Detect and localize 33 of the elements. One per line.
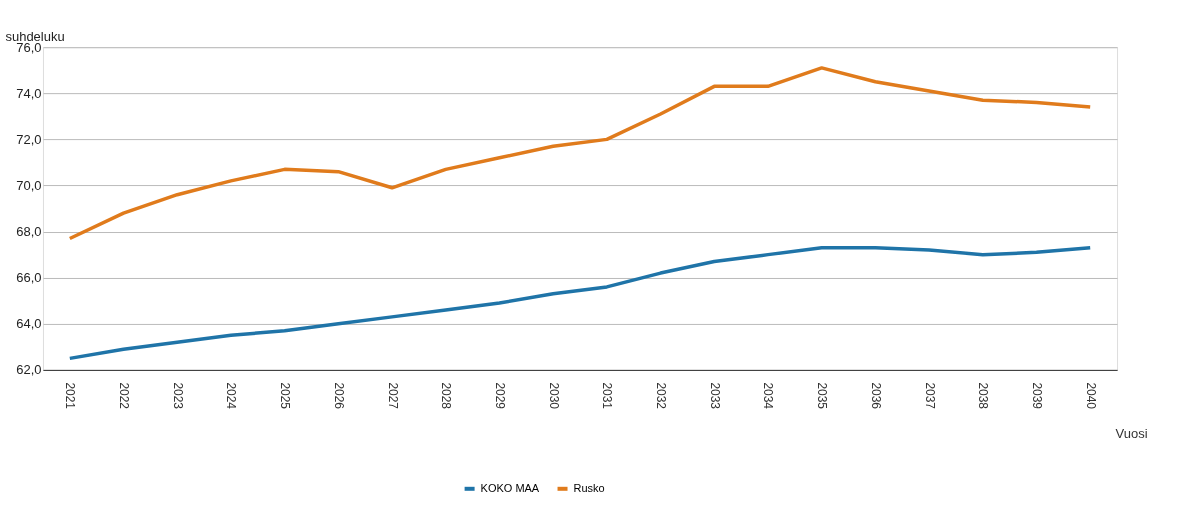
x-tick-label: 2026 (331, 382, 346, 410)
y-tick-label: 74,0 (16, 85, 42, 101)
x-tick-label: 2039 (1030, 382, 1044, 410)
legend-label: KOKO MAA (480, 481, 540, 494)
x-axis-title: Vuosi (1115, 426, 1148, 442)
x-tick-label: 2024 (224, 382, 239, 410)
y-axis-title: suhdeluku (5, 28, 65, 44)
line-series (68, 66, 1092, 241)
x-tick-label: 2040 (1083, 382, 1098, 410)
x-tick-label: 2030 (546, 382, 561, 410)
x-tick-label: 2022 (117, 382, 132, 410)
x-tick-label: 2031 (600, 382, 615, 410)
x-tick-label: 2034 (761, 382, 776, 410)
x-tick-label: 2038 (976, 382, 991, 410)
y-tick-label: 70,0 (16, 177, 42, 193)
x-tick-label: 2028 (439, 382, 454, 410)
x-tick-label: 2035 (815, 382, 830, 410)
y-tick-label: 68,0 (16, 224, 42, 240)
legend-label: Rusko (573, 481, 605, 494)
x-tick-label: 2037 (922, 382, 937, 410)
y-tick-label: 62,0 (16, 362, 42, 378)
x-tick-label: 2036 (868, 382, 883, 410)
x-tick-label: 2029 (492, 382, 507, 410)
y-tick-label: 66,0 (16, 270, 42, 286)
x-tick-label: 2023 (170, 382, 185, 410)
line-series (68, 245, 1092, 361)
x-tick-label: 2033 (707, 382, 722, 410)
y-tick-label: 72,0 (16, 131, 42, 147)
y-tick-label: 64,0 (16, 316, 42, 332)
x-tick-label: 2027 (385, 382, 400, 410)
x-tick-label: 2025 (278, 382, 293, 410)
x-tick-label: 2032 (654, 382, 669, 410)
x-tick-label: 2021 (63, 382, 78, 410)
